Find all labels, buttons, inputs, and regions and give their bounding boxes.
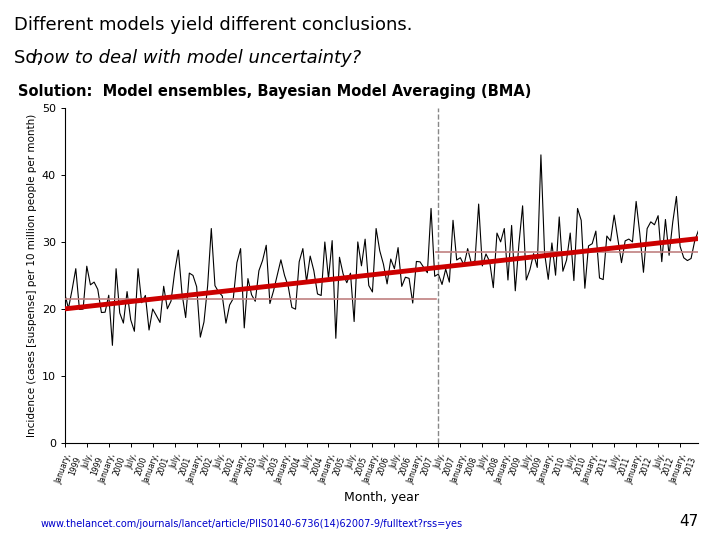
Y-axis label: Incidence (cases [suspense] per 10 million people per month): Incidence (cases [suspense] per 10 milli… — [27, 114, 37, 437]
X-axis label: Month, year: Month, year — [344, 491, 419, 504]
Text: Different models yield different conclusions.: Different models yield different conclus… — [14, 16, 413, 34]
Text: how to deal with model uncertainty?: how to deal with model uncertainty? — [32, 49, 361, 66]
Text: Solution:  Model ensembles, Bayesian Model Averaging (BMA): Solution: Model ensembles, Bayesian Mode… — [18, 84, 531, 99]
Text: So,: So, — [14, 49, 48, 66]
Text: 47: 47 — [679, 514, 698, 529]
Text: www.thelancet.com/journals/lancet/article/PIIS0140-6736(14)62007-9/fulltext?rss=: www.thelancet.com/journals/lancet/articl… — [41, 519, 463, 529]
